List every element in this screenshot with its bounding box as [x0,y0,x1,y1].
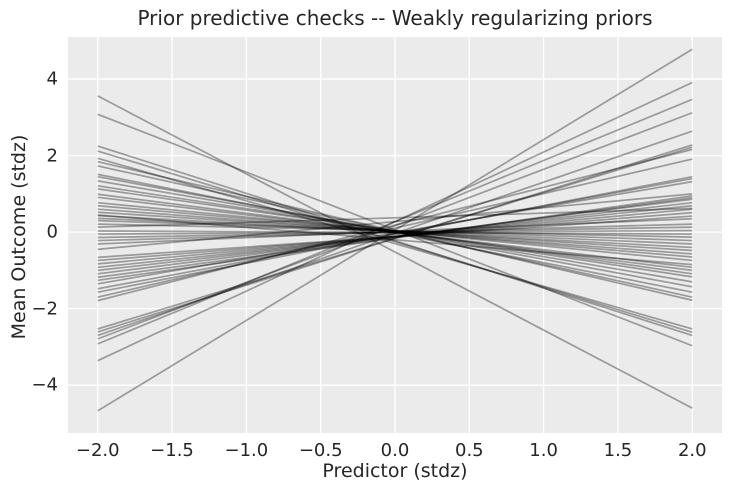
prior-line [97,130,693,337]
y-axis-label: Mean Outcome (stdz) [8,134,30,340]
prior-line [97,219,693,242]
x-tick-label: 0.5 [454,440,484,461]
prior-line [97,230,693,235]
prior-line [97,193,693,272]
y-tick-label: 4 [46,68,58,90]
prior-line [97,214,693,249]
prior-line [97,175,693,294]
prior-line [97,208,693,265]
x-tick-label: 2.0 [677,440,707,461]
prior-line [97,180,693,283]
prior-line [97,177,693,290]
prior-line [97,113,693,347]
prior-line [97,208,693,255]
x-axis-label: Predictor (stdz) [322,460,468,482]
y-tick-label: 2 [46,145,58,167]
plot-area [68,37,722,433]
plot-canvas [68,37,722,433]
prior-line [97,217,693,245]
prior-line [97,204,693,258]
prior-line [97,48,693,412]
prior-line [97,173,693,294]
y-tick-label: −2 [31,298,58,320]
prior-line [97,223,693,242]
prior-line [97,160,693,302]
x-tick-label: −1.5 [150,440,194,461]
prior-line [97,211,693,262]
x-tick-label: −2.0 [75,440,120,461]
prior-line [97,165,693,299]
prior-line [97,98,693,345]
prior-line [97,158,693,299]
y-tick-label: 0 [46,221,58,243]
x-tick-label: 1.5 [603,440,633,461]
prior-line [97,95,693,409]
prior-line [97,201,693,262]
prior-line [97,223,693,238]
prior-line [97,157,693,330]
prior-line [97,194,693,282]
prior-line [97,229,693,235]
prior-line [97,198,693,275]
prior-line [97,201,693,272]
prior-line [97,146,693,330]
prior-line [97,196,693,269]
prior-line [97,211,693,252]
prior-line [97,148,693,302]
prior-line [97,144,693,333]
prior-line [97,145,693,337]
x-tick-label: 1.0 [529,440,558,461]
x-tick-label: 0.0 [380,440,410,461]
prior-line [97,196,693,279]
x-tick-label: −1.0 [224,440,269,461]
prior-line [97,150,693,334]
y-tick-label: −4 [31,374,58,396]
x-tick-label: −0.5 [298,440,343,461]
prior-line [97,193,693,251]
prior-line [97,180,693,285]
prior-line [97,214,693,266]
prior-line [97,81,693,362]
prior-line [97,175,693,288]
prior-line [97,188,693,275]
prior-line [97,204,693,269]
prior-line [97,184,693,278]
prior-line [97,215,693,259]
prior-line [97,226,693,239]
prior-line [97,111,693,340]
chart-title: Prior predictive checks -- Weakly regula… [137,6,653,30]
prior-line [97,217,693,245]
prior-line [97,207,693,229]
